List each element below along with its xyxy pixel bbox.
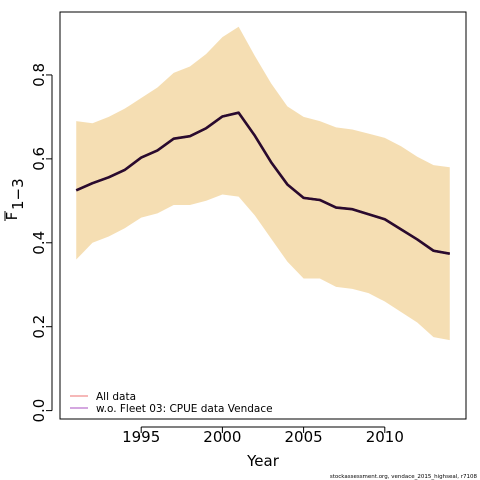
legend-label: All data	[96, 391, 136, 403]
y-axis: 0.0 0.2 0.4 0.6 0.8	[30, 63, 53, 423]
y-tick-label: 0.0	[30, 399, 48, 423]
y-axis-title: F 1−3	[3, 178, 27, 221]
x-axis: 1995 2000 2005 2010	[122, 426, 404, 446]
x-tick-label: 1995	[122, 428, 160, 446]
y-tick-label: 0.4	[30, 231, 48, 255]
confidence-band	[76, 26, 450, 341]
plot-frame	[59, 11, 467, 420]
series-line-1	[75, 111, 450, 255]
x-tick-label: 2010	[366, 428, 404, 446]
y-tick-label: 0.6	[30, 147, 48, 171]
confidence-band-layer	[76, 26, 450, 341]
y-axis-title-main: F	[3, 212, 21, 221]
x-tick-label: 2000	[203, 428, 241, 446]
legend-label: w.o. Fleet 03: CPUE data Vendace	[96, 403, 273, 415]
series-line-layer	[75, 111, 450, 255]
y-axis-title-subscript: 1−3	[9, 178, 27, 210]
y-tick-label: 0.8	[30, 63, 48, 87]
footnote: stockassessment.org, vendace_2015_highse…	[330, 474, 478, 480]
x-tick-label: 2005	[285, 428, 323, 446]
x-axis-title: Year	[246, 452, 280, 470]
y-tick-label: 0.2	[30, 315, 48, 339]
